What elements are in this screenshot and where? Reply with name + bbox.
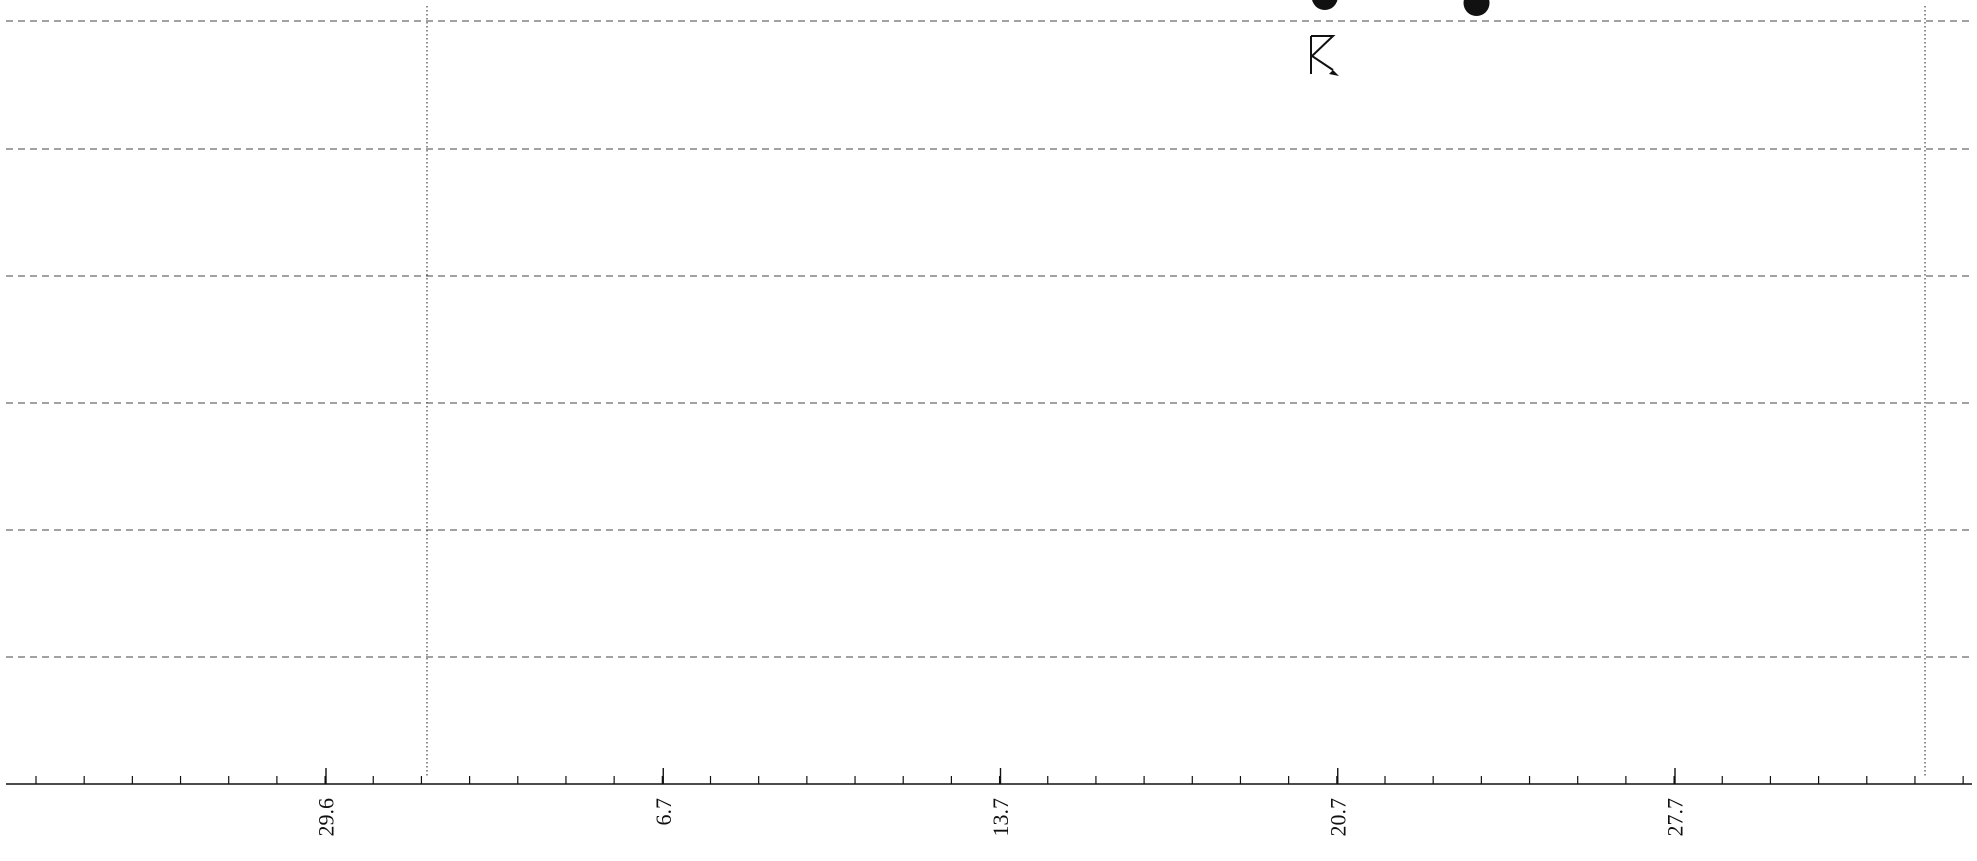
resize-cursor-icon xyxy=(1310,35,1339,76)
data-point xyxy=(1312,0,1338,10)
horizontal-gridlines xyxy=(6,20,1972,658)
vertical-gridlines xyxy=(426,6,1926,778)
x-axis-tick-label: 29.6 xyxy=(314,798,339,837)
x-axis-major-ticks xyxy=(325,768,1676,784)
data-points xyxy=(1312,0,1490,16)
x-axis-tick-labels: 29.6 6.7 13.7 20.7 27.7 xyxy=(314,798,1688,837)
x-axis-minor-ticks xyxy=(35,776,1964,784)
x-axis-tick-label: 27.7 xyxy=(1663,798,1688,837)
x-axis-tick-label: 20.7 xyxy=(1325,798,1350,837)
x-axis-tick-label: 13.7 xyxy=(988,798,1013,837)
x-axis-tick-label: 6.7 xyxy=(651,798,676,826)
data-point xyxy=(1463,0,1490,16)
